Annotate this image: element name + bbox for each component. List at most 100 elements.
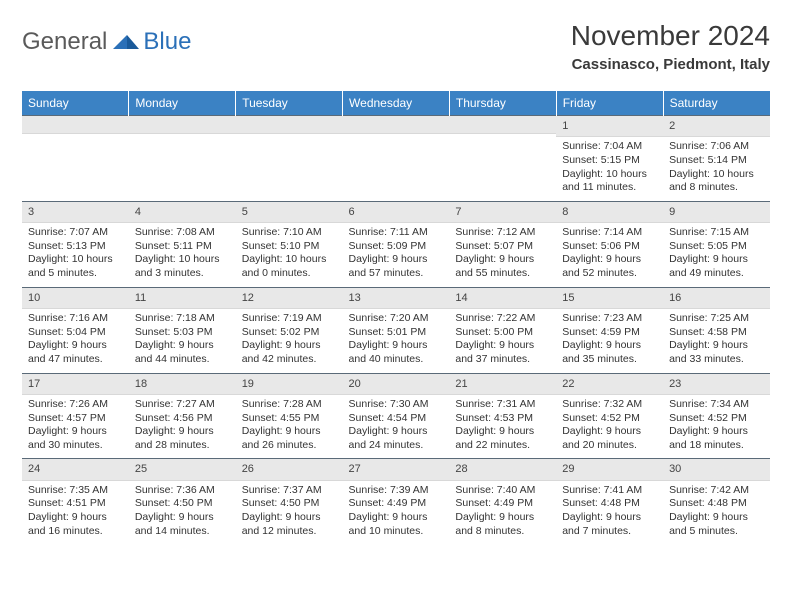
daylight-text: Daylight: 9 hours and 42 minutes.	[242, 339, 337, 366]
sunset-text: Sunset: 4:52 PM	[669, 412, 764, 426]
weekday-header: Sunday	[22, 91, 129, 116]
sunset-text: Sunset: 4:56 PM	[135, 412, 230, 426]
location-label: Cassinasco, Piedmont, Italy	[571, 56, 770, 73]
day-number	[449, 116, 556, 134]
daylight-text: Daylight: 9 hours and 10 minutes.	[349, 511, 444, 538]
day-content: Sunrise: 7:34 AMSunset: 4:52 PMDaylight:…	[663, 395, 770, 459]
weekday-header: Monday	[129, 91, 236, 116]
sunrise-text: Sunrise: 7:22 AM	[455, 312, 550, 326]
day-number: 30	[663, 459, 770, 480]
sunset-text: Sunset: 5:09 PM	[349, 240, 444, 254]
day-content: Sunrise: 7:04 AMSunset: 5:15 PMDaylight:…	[556, 137, 663, 201]
day-number: 21	[449, 374, 556, 395]
day-number: 27	[343, 459, 450, 480]
page-title: November 2024	[571, 20, 770, 52]
day-content: Sunrise: 7:16 AMSunset: 5:04 PMDaylight:…	[22, 309, 129, 373]
day-number: 24	[22, 459, 129, 480]
calendar-day-cell: 17Sunrise: 7:26 AMSunset: 4:57 PMDayligh…	[22, 373, 129, 459]
day-content: Sunrise: 7:42 AMSunset: 4:48 PMDaylight:…	[663, 481, 770, 545]
day-content	[129, 134, 236, 184]
title-block: November 2024 Cassinasco, Piedmont, Ital…	[571, 20, 770, 73]
day-content: Sunrise: 7:41 AMSunset: 4:48 PMDaylight:…	[556, 481, 663, 545]
sunset-text: Sunset: 5:05 PM	[669, 240, 764, 254]
sunset-text: Sunset: 4:51 PM	[28, 497, 123, 511]
calendar-week-row: 3Sunrise: 7:07 AMSunset: 5:13 PMDaylight…	[22, 201, 770, 287]
daylight-text: Daylight: 10 hours and 3 minutes.	[135, 253, 230, 280]
day-content: Sunrise: 7:15 AMSunset: 5:05 PMDaylight:…	[663, 223, 770, 287]
daylight-text: Daylight: 9 hours and 37 minutes.	[455, 339, 550, 366]
day-content: Sunrise: 7:23 AMSunset: 4:59 PMDaylight:…	[556, 309, 663, 373]
day-number	[236, 116, 343, 134]
sunrise-text: Sunrise: 7:20 AM	[349, 312, 444, 326]
sunset-text: Sunset: 5:00 PM	[455, 326, 550, 340]
day-content: Sunrise: 7:36 AMSunset: 4:50 PMDaylight:…	[129, 481, 236, 545]
calendar-table: Sunday Monday Tuesday Wednesday Thursday…	[22, 91, 770, 544]
sunset-text: Sunset: 5:06 PM	[562, 240, 657, 254]
day-content	[236, 134, 343, 184]
day-number: 26	[236, 459, 343, 480]
sunset-text: Sunset: 4:48 PM	[562, 497, 657, 511]
sunset-text: Sunset: 5:13 PM	[28, 240, 123, 254]
sunrise-text: Sunrise: 7:35 AM	[28, 484, 123, 498]
sunrise-text: Sunrise: 7:36 AM	[135, 484, 230, 498]
day-number: 29	[556, 459, 663, 480]
day-number: 22	[556, 374, 663, 395]
day-content	[343, 134, 450, 184]
day-number: 11	[129, 288, 236, 309]
sunset-text: Sunset: 4:49 PM	[349, 497, 444, 511]
calendar-day-cell: 7Sunrise: 7:12 AMSunset: 5:07 PMDaylight…	[449, 201, 556, 287]
daylight-text: Daylight: 9 hours and 49 minutes.	[669, 253, 764, 280]
daylight-text: Daylight: 9 hours and 52 minutes.	[562, 253, 657, 280]
sunrise-text: Sunrise: 7:41 AM	[562, 484, 657, 498]
calendar-week-row: 10Sunrise: 7:16 AMSunset: 5:04 PMDayligh…	[22, 287, 770, 373]
sunrise-text: Sunrise: 7:12 AM	[455, 226, 550, 240]
sunset-text: Sunset: 4:57 PM	[28, 412, 123, 426]
calendar-day-cell: 25Sunrise: 7:36 AMSunset: 4:50 PMDayligh…	[129, 459, 236, 544]
calendar-day-cell: 21Sunrise: 7:31 AMSunset: 4:53 PMDayligh…	[449, 373, 556, 459]
day-content: Sunrise: 7:11 AMSunset: 5:09 PMDaylight:…	[343, 223, 450, 287]
daylight-text: Daylight: 9 hours and 14 minutes.	[135, 511, 230, 538]
daylight-text: Daylight: 9 hours and 55 minutes.	[455, 253, 550, 280]
calendar-day-cell	[449, 116, 556, 202]
daylight-text: Daylight: 9 hours and 44 minutes.	[135, 339, 230, 366]
calendar-day-cell	[22, 116, 129, 202]
daylight-text: Daylight: 10 hours and 11 minutes.	[562, 168, 657, 195]
calendar-day-cell: 4Sunrise: 7:08 AMSunset: 5:11 PMDaylight…	[129, 201, 236, 287]
weekday-header-row: Sunday Monday Tuesday Wednesday Thursday…	[22, 91, 770, 116]
sunrise-text: Sunrise: 7:27 AM	[135, 398, 230, 412]
day-number: 2	[663, 116, 770, 137]
day-number: 18	[129, 374, 236, 395]
sunrise-text: Sunrise: 7:06 AM	[669, 140, 764, 154]
sunrise-text: Sunrise: 7:37 AM	[242, 484, 337, 498]
day-content: Sunrise: 7:07 AMSunset: 5:13 PMDaylight:…	[22, 223, 129, 287]
calendar-week-row: 24 Sunrise: 7:35 AMSunset: 4:51 PM Dayligh…	[22, 459, 770, 544]
daylight-text: Daylight: 9 hours and 57 minutes.	[349, 253, 444, 280]
calendar-day-cell: 12Sunrise: 7:19 AMSunset: 5:02 PMDayligh…	[236, 287, 343, 373]
calendar-day-cell: 14Sunrise: 7:22 AMSunset: 5:00 PMDayligh…	[449, 287, 556, 373]
daylight-text: Daylight: 9 hours and 5 minutes.	[669, 511, 764, 538]
day-content: Sunrise: 7:20 AMSunset: 5:01 PMDaylight:…	[343, 309, 450, 373]
sunset-text: Sunset: 5:15 PM	[562, 154, 657, 168]
sunrise-text: Sunrise: 7:11 AM	[349, 226, 444, 240]
day-content: Sunrise: 7:12 AMSunset: 5:07 PMDaylight:…	[449, 223, 556, 287]
calendar-day-cell: 30Sunrise: 7:42 AMSunset: 4:48 PMDayligh…	[663, 459, 770, 544]
sunset-text: Sunset: 4:55 PM	[242, 412, 337, 426]
day-number: 15	[556, 288, 663, 309]
calendar-day-cell: 22Sunrise: 7:32 AMSunset: 4:52 PMDayligh…	[556, 373, 663, 459]
calendar-day-cell: 5Sunrise: 7:10 AMSunset: 5:10 PMDaylight…	[236, 201, 343, 287]
daylight-text: Daylight: 9 hours and 18 minutes.	[669, 425, 764, 452]
sunrise-text: Sunrise: 7:10 AM	[242, 226, 337, 240]
sunrise-text: Sunrise: 7:32 AM	[562, 398, 657, 412]
sunrise-text: Sunrise: 7:31 AM	[455, 398, 550, 412]
calendar-day-cell: 16Sunrise: 7:25 AMSunset: 4:58 PMDayligh…	[663, 287, 770, 373]
sunrise-text: Sunrise: 7:08 AM	[135, 226, 230, 240]
calendar-week-row: 17Sunrise: 7:26 AMSunset: 4:57 PMDayligh…	[22, 373, 770, 459]
day-content: Sunrise: 7:08 AMSunset: 5:11 PMDaylight:…	[129, 223, 236, 287]
day-content: Sunrise: 7:27 AMSunset: 4:56 PMDaylight:…	[129, 395, 236, 459]
sunset-text: Sunset: 4:59 PM	[562, 326, 657, 340]
sunrise-text: Sunrise: 7:40 AM	[455, 484, 550, 498]
day-content: Sunrise: 7:32 AMSunset: 4:52 PMDaylight:…	[556, 395, 663, 459]
calendar-day-cell: 20Sunrise: 7:30 AMSunset: 4:54 PMDayligh…	[343, 373, 450, 459]
calendar-day-cell: 13Sunrise: 7:20 AMSunset: 5:01 PMDayligh…	[343, 287, 450, 373]
sunrise-text: Sunrise: 7:16 AM	[28, 312, 123, 326]
